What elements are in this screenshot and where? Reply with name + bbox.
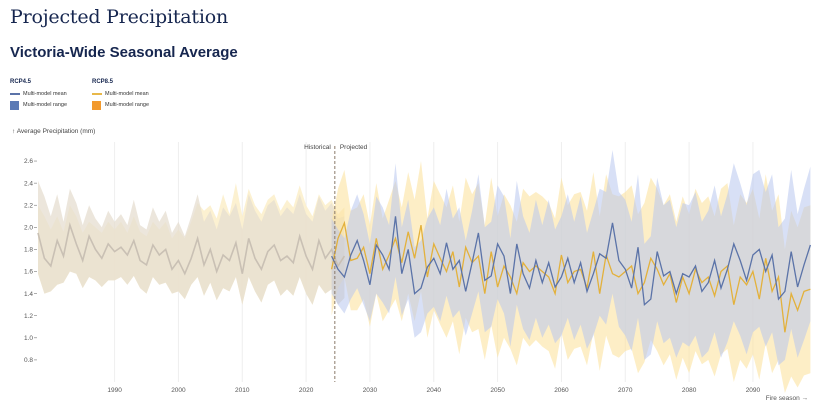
y-tick-label: 1.0 xyxy=(24,335,33,342)
x-tick-label: 2020 xyxy=(299,387,314,394)
x-tick-label: 2090 xyxy=(746,387,761,394)
x-tick-label: 2040 xyxy=(427,387,442,394)
x-tick-label: 1990 xyxy=(107,387,122,394)
page-subtitle: Victoria-Wide Seasonal Average xyxy=(10,44,238,61)
page-title: Projected Precipitation xyxy=(10,6,228,28)
y-axis-label: ↑ Average Precipitation (mm) xyxy=(12,128,96,135)
x-tick-label: 2000 xyxy=(171,387,186,394)
x-tick-label: 2010 xyxy=(235,387,250,394)
rcp45-range-band xyxy=(331,150,811,366)
projected-label: Projected xyxy=(340,144,368,151)
legend-rcp45-title: RCP4.5 xyxy=(10,79,32,85)
x-axis-label: Fire season → xyxy=(766,395,808,402)
y-tick-label: 2.2 xyxy=(24,202,33,209)
y-tick-label: 1.2 xyxy=(24,313,33,320)
legend-rcp85-range-label: Multi-model range xyxy=(105,102,150,108)
legend-rcp45-mean: Multi-model mean xyxy=(10,89,67,99)
legend-rcp45-range: Multi-model range xyxy=(10,100,67,110)
legend-rcp85-range: Multi-model range xyxy=(92,100,149,110)
legend-rcp85-mean: Multi-model mean xyxy=(92,89,149,99)
legend-rcp45-mean-line xyxy=(10,93,20,95)
y-tick-label: 2.0 xyxy=(24,225,33,232)
legend-rcp85: RCP8.5 Multi-model mean Multi-model rang… xyxy=(92,79,149,111)
legend-rcp85-mean-line xyxy=(92,93,102,95)
y-tick-label: 1.4 xyxy=(24,291,33,298)
historical-range-band xyxy=(38,180,345,305)
y-tick-label: 2.6 xyxy=(24,158,33,165)
historical-label: Historical xyxy=(304,144,331,151)
rcp85-mean-line xyxy=(330,220,811,333)
legend-rcp45-range-swatch xyxy=(10,100,19,110)
x-tick-label: 2080 xyxy=(682,387,697,394)
y-tick-label: 1.8 xyxy=(24,247,33,254)
y-tick-label: 2.4 xyxy=(24,180,33,187)
x-tick-label: 2050 xyxy=(490,387,505,394)
rcp45-mean-line xyxy=(331,216,812,307)
legend-rcp85-range-swatch xyxy=(92,100,101,110)
y-tick-label: 0.8 xyxy=(24,357,33,364)
historical-mean-line xyxy=(37,222,346,276)
y-tick-label: 1.6 xyxy=(24,269,33,276)
legend-rcp85-title: RCP8.5 xyxy=(92,79,114,85)
x-tick-label: 2060 xyxy=(554,387,569,394)
legend-rcp45-mean-label: Multi-model mean xyxy=(23,91,67,97)
x-tick-label: 2030 xyxy=(363,387,378,394)
legend-rcp85-mean-label: Multi-model mean xyxy=(105,91,149,97)
x-tick-label: 2070 xyxy=(618,387,633,394)
legend-rcp45: RCP4.5 Multi-model mean Multi-model rang… xyxy=(10,79,67,111)
legend-rcp45-range-label: Multi-model range xyxy=(23,102,68,108)
